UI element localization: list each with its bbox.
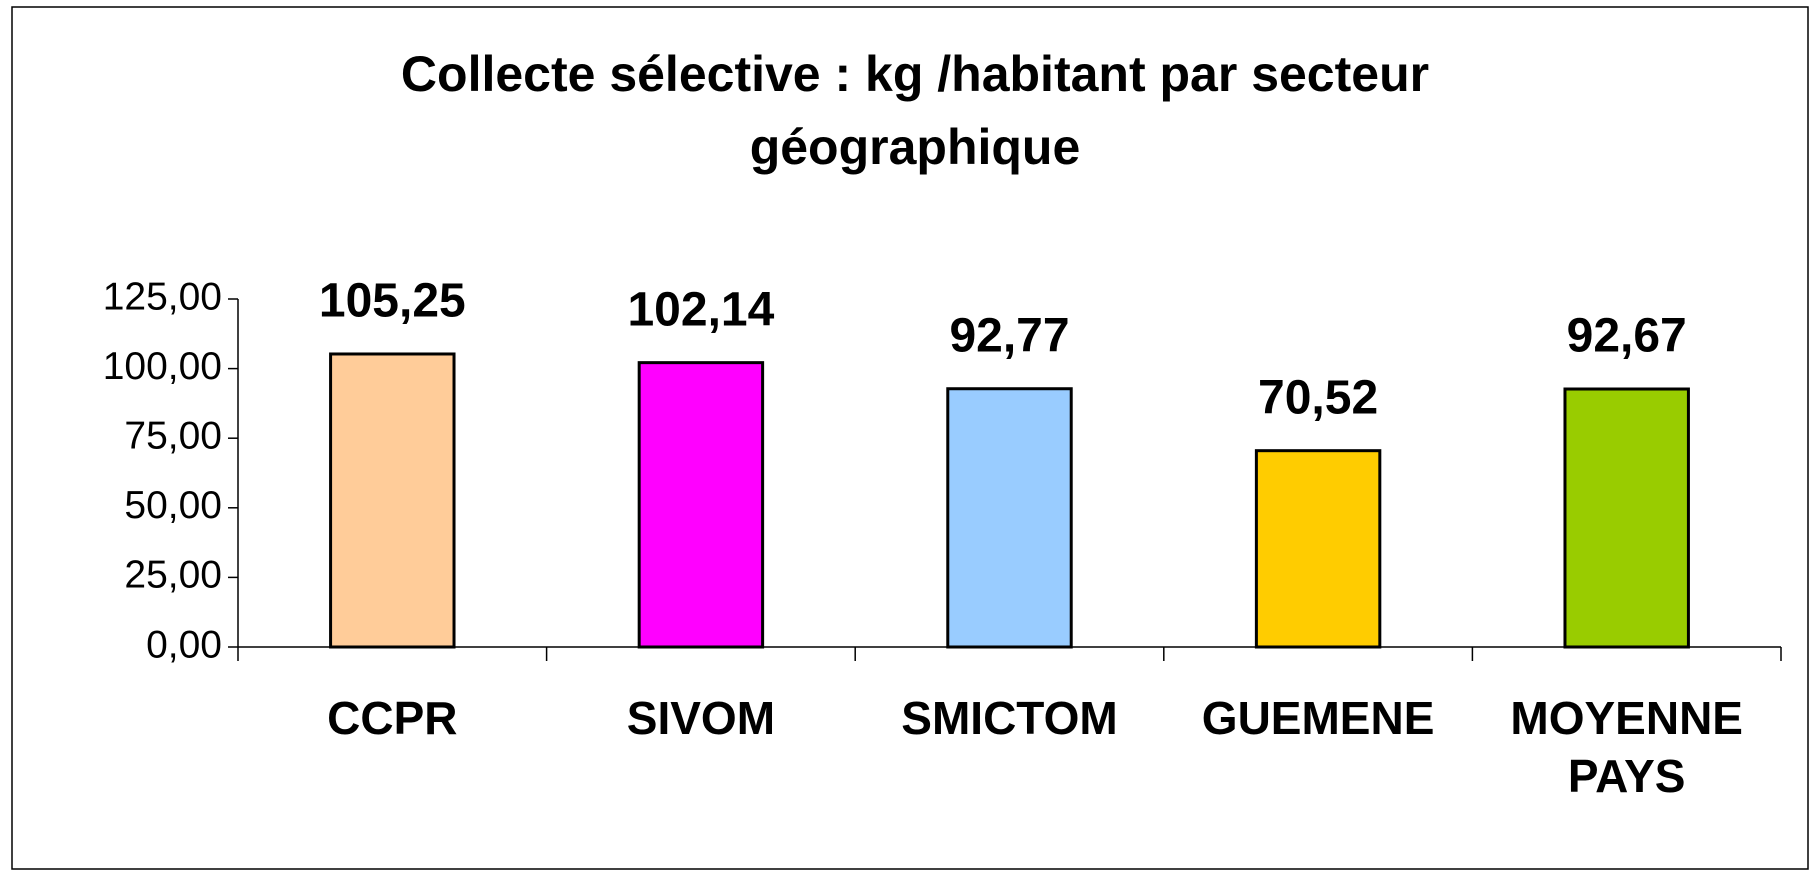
value-label: 105,25: [319, 275, 466, 328]
y-tick-label: 0,00: [146, 623, 222, 666]
value-label: 102,14: [627, 283, 774, 336]
y-tick-label: 75,00: [124, 414, 222, 457]
x-tick-label: SMICTOM: [901, 692, 1118, 744]
y-tick-label: 100,00: [103, 345, 222, 388]
y-tick-label: 25,00: [124, 554, 222, 597]
x-tick-label: CCPR: [327, 692, 458, 744]
x-tick-label: GUEMENE: [1201, 692, 1435, 744]
value-label: 70,52: [1258, 371, 1378, 424]
bar: [946, 387, 1073, 649]
chart-frame: [11, 6, 1809, 870]
chart-title: Collecte sélective : kg /habitant par se…: [400, 46, 1430, 175]
bar: [637, 361, 765, 649]
x-tick-label: SIVOM: [626, 692, 776, 744]
y-tick-label: 50,00: [124, 484, 222, 527]
bar: [1563, 387, 1690, 649]
bar: [329, 352, 456, 649]
value-label: 92,67: [1567, 310, 1687, 363]
bar: [1254, 449, 1382, 649]
y-tick-label: 125,00: [103, 275, 222, 318]
value-label: 92,77: [949, 309, 1069, 362]
x-tick-label: MOYENNE PAYS: [1510, 692, 1743, 802]
title-box: Collecte sélective : kg /habitant par se…: [400, 46, 1430, 175]
